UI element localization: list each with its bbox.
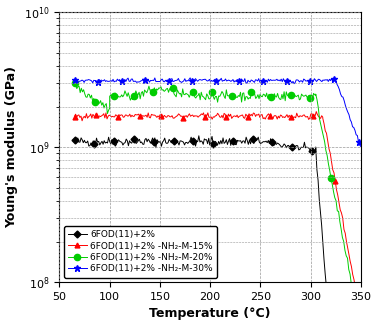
6FOD(11)+2% (165, 141, 169, 145)
6FOD(11)+2% (196, 134, 201, 138)
Line: 6FOD(11)+2%: 6FOD(11)+2% (72, 133, 359, 326)
X-axis label: Temperature (°C): Temperature (°C) (149, 307, 271, 320)
6FOD(11)+2% -NH₂-M-20% (102, 106, 106, 110)
6FOD(11)+2% -NH₂-M-15% (357, 305, 361, 309)
6FOD(11)+2% -NH₂-M-30% (359, 144, 363, 148)
6FOD(11)+2% -NH₂-M-30% (181, 79, 186, 83)
6FOD(11)+2% -NH₂-M-30% (262, 79, 266, 82)
6FOD(11)+2% -NH₂-M-30% (188, 76, 192, 80)
6FOD(11)+2% -NH₂-M-20% (72, 81, 77, 85)
6FOD(11)+2% -NH₂-M-15% (106, 114, 110, 118)
6FOD(11)+2% -NH₂-M-20% (222, 95, 227, 98)
6FOD(11)+2% -NH₂-M-30% (72, 78, 77, 82)
Y-axis label: Young's modulus (GPa): Young's modulus (GPa) (6, 66, 18, 228)
6FOD(11)+2% -NH₂-M-15% (190, 113, 195, 117)
6FOD(11)+2% (89, 141, 93, 145)
6FOD(11)+2% -NH₂-M-20% (220, 90, 224, 94)
6FOD(11)+2% -NH₂-M-20% (357, 322, 361, 326)
6FOD(11)+2% -NH₂-M-15% (189, 113, 194, 117)
6FOD(11)+2% (254, 139, 258, 142)
6FOD(11)+2% -NH₂-M-20% (162, 89, 167, 93)
6FOD(11)+2% -NH₂-M-15% (314, 110, 319, 113)
6FOD(11)+2% -NH₂-M-20% (188, 93, 193, 96)
6FOD(11)+2% -NH₂-M-15% (299, 114, 303, 118)
Line: 6FOD(11)+2% -NH₂-M-30%: 6FOD(11)+2% -NH₂-M-30% (71, 75, 364, 150)
Line: 6FOD(11)+2% -NH₂-M-20%: 6FOD(11)+2% -NH₂-M-20% (71, 80, 362, 326)
6FOD(11)+2% -NH₂-M-30% (317, 78, 322, 82)
6FOD(11)+2% (298, 147, 302, 151)
Legend: 6FOD(11)+2%, 6FOD(11)+2% -NH₂-M-15%, 6FOD(11)+2% -NH₂-M-20%, 6FOD(11)+2% -NH₂-M-: 6FOD(11)+2%, 6FOD(11)+2% -NH₂-M-15%, 6FO… (64, 226, 217, 278)
6FOD(11)+2% -NH₂-M-30% (85, 78, 90, 82)
6FOD(11)+2% -NH₂-M-30% (79, 79, 83, 83)
6FOD(11)+2% -NH₂-M-15% (343, 231, 348, 235)
6FOD(11)+2% (238, 139, 243, 143)
6FOD(11)+2% -NH₂-M-15% (112, 115, 117, 119)
6FOD(11)+2% -NH₂-M-20% (148, 88, 152, 92)
6FOD(11)+2% -NH₂-M-30% (129, 77, 133, 81)
6FOD(11)+2% -NH₂-M-15% (72, 115, 77, 119)
6FOD(11)+2% (253, 137, 257, 141)
Line: 6FOD(11)+2% -NH₂-M-15%: 6FOD(11)+2% -NH₂-M-15% (72, 109, 362, 309)
6FOD(11)+2% (72, 139, 77, 142)
